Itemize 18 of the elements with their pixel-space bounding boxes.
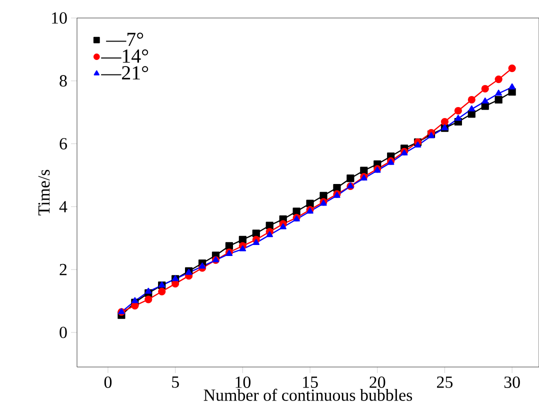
x-tick-label: 20 xyxy=(370,376,386,388)
legend-label: —21° xyxy=(101,66,148,80)
y-tick-label: 10 xyxy=(52,12,67,24)
x-tick-label: 0 xyxy=(104,376,112,388)
x-tick-label: 25 xyxy=(437,376,453,388)
y-tick-label: 6 xyxy=(60,138,67,150)
legend-label: —7° xyxy=(106,32,144,46)
y-tick-label: 0 xyxy=(60,326,67,338)
x-tick-label: 10 xyxy=(236,376,250,388)
x-tick-label: 30 xyxy=(504,376,520,388)
x-axis-title: Number of continuous bubbles xyxy=(204,388,412,401)
x-tick-label: 5 xyxy=(172,376,179,388)
y-tick-label: 4 xyxy=(59,201,68,212)
legend-label: —14° xyxy=(101,49,148,63)
x-tick-label: 15 xyxy=(303,376,318,388)
y-tick-label: 2 xyxy=(60,264,67,276)
y-tick-label: 8 xyxy=(60,75,67,87)
y-axis-title: Time/s xyxy=(38,170,50,216)
